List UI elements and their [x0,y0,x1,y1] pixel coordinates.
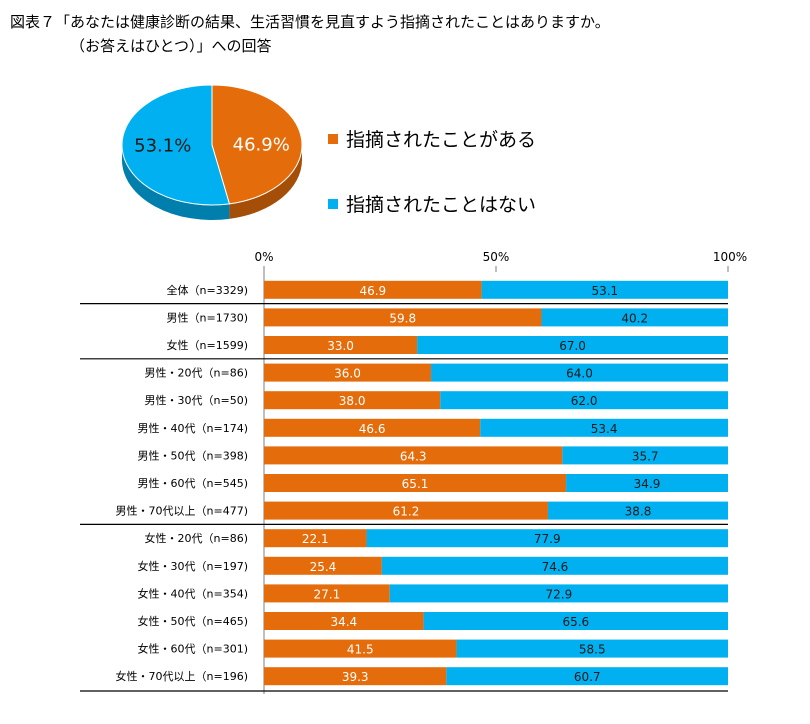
category-label-13: 女性・60代（n=301) [138,642,248,656]
bar-3-series-1 [431,363,728,382]
bar-12-series-0 [264,612,424,630]
bar-label-3-series-1: 64.0 [566,367,593,381]
bar-10-series-1 [381,556,728,575]
x-tick-label-0: 0% [254,250,273,264]
bar-14-series-1 [446,667,728,686]
bar-label-0-series-1: 53.1 [591,284,618,298]
bar-9-series-0 [264,529,367,548]
bar-label-7-series-1: 34.9 [634,477,661,491]
category-label-6: 男性・50代（n=398) [138,448,248,462]
bar-label-5-series-1: 53.4 [591,422,618,436]
legend-label-yes: 指摘されたことがある [346,129,537,151]
category-label-8: 男性・70代以上（n=477) [116,504,248,518]
bar-12-series-1 [423,612,728,630]
bar-1-series-1 [541,308,728,327]
x-tick-label-1: 50% [483,250,510,264]
bar-label-14-series-1: 60.7 [574,670,601,684]
category-label-14: 女性・70代以上（n=196) [116,669,248,683]
bar-10-series-0 [264,556,382,575]
bar-label-8-series-0: 61.2 [393,505,420,519]
bar-label-14-series-0: 39.3 [342,670,369,684]
bar-4-series-0 [264,391,441,410]
bar-label-6-series-1: 35.7 [632,449,659,463]
bar-5-series-1 [480,418,728,437]
bar-label-1-series-0: 59.8 [389,311,416,325]
chart-title-line2: （お答えはひとつ）」への回答 [70,37,272,55]
bar-label-4-series-1: 62.0 [571,394,598,408]
bar-7-series-0 [264,474,567,492]
bar-1-series-0 [264,308,542,327]
bar-label-0-series-0: 46.9 [359,284,386,298]
bar-8-series-1 [547,501,728,520]
bar-9-series-1 [366,529,728,548]
bar-6-series-1 [562,446,728,465]
bar-label-13-series-0: 41.5 [347,643,374,657]
pie-side-1 [122,145,230,220]
bar-4-series-1 [440,391,728,410]
bar-label-9-series-0: 22.1 [302,532,329,546]
legend-swatch-no [328,198,338,209]
category-label-0: 全体（n=3329) [167,283,248,297]
category-label-5: 男性・40代（n=174) [138,421,248,435]
bar-13-series-0 [264,639,457,658]
category-label-12: 女性・50代（n=465) [138,614,248,628]
bar-label-2-series-1: 67.0 [559,339,586,353]
legend-item-yes: 指摘されたことがある [328,125,536,152]
bar-2-series-0 [264,336,418,354]
bar-3-series-0 [264,363,432,382]
bar-label-11-series-0: 27.1 [314,587,341,601]
pie-chart: 46.9% 53.1% [121,84,303,220]
bar-label-10-series-1: 74.6 [542,560,569,574]
category-label-10: 女性・30代（n=197) [138,559,248,573]
bar-label-12-series-0: 34.4 [330,615,357,629]
bar-11-series-1 [389,584,728,603]
bar-label-10-series-0: 25.4 [310,560,337,574]
bar-2-series-1 [417,336,728,354]
bar-label-1-series-1: 40.2 [621,311,648,325]
bar-13-series-1 [456,639,728,658]
bar-label-8-series-1: 38.8 [625,505,652,519]
category-label-1: 男性（n=1730) [167,310,248,324]
pie-slice-1 [121,84,231,206]
bar-label-11-series-1: 72.9 [546,587,573,601]
x-tick-label-2: 100% [713,250,747,264]
bar-0-series-0 [264,280,482,299]
bar-label-9-series-1: 77.9 [534,532,561,546]
bar-label-4-series-0: 38.0 [339,394,366,408]
pie-slice-0 [211,84,303,205]
bar-label-2-series-0: 33.0 [327,339,354,353]
legend-item-no: 指摘されたことはない [328,190,536,217]
legend-label-no: 指摘されたことはない [346,194,537,216]
bar-8-series-0 [264,501,548,520]
bar-label-6-series-0: 64.3 [400,449,427,463]
bar-label-5-series-0: 46.6 [359,422,386,436]
pie-label-0: 46.9% [233,134,290,155]
bar-label-3-series-0: 36.0 [334,367,361,381]
category-label-11: 女性・40代（n=354) [138,586,248,600]
category-label-2: 女性（n=1599) [167,338,248,352]
bar-7-series-1 [566,474,728,492]
category-label-7: 男性・60代（n=545) [138,476,248,490]
bar-6-series-0 [264,446,563,465]
category-label-4: 男性・30代（n=50) [145,393,248,407]
bar-5-series-0 [264,418,481,437]
bar-label-13-series-1: 58.5 [579,643,606,657]
bar-14-series-0 [264,667,447,686]
pie-label-1: 53.1% [134,136,191,157]
category-label-9: 女性・20代（n=86) [145,531,248,545]
bar-11-series-0 [264,584,390,603]
bar-label-7-series-0: 65.1 [402,477,429,491]
bar-0-series-1 [481,280,728,299]
chart-title-line1: 図表７「あなたは健康診断の結果、生活習慣を見直すよう指摘されたことはありますか。 [10,13,610,31]
bar-label-12-series-1: 65.6 [562,615,589,629]
category-label-3: 男性・20代（n=86) [145,366,248,380]
legend-swatch-yes [328,133,338,144]
